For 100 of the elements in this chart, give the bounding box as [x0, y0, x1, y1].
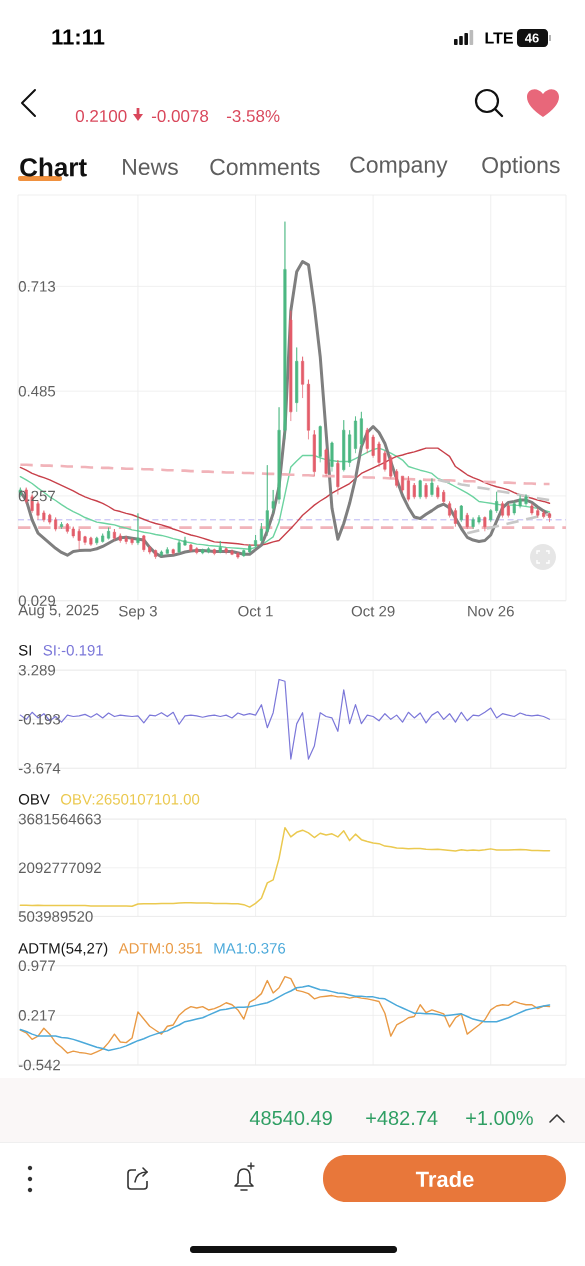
candlestick: [477, 514, 481, 525]
candlestick: [236, 552, 240, 560]
candlestick: [171, 548, 175, 556]
candlestick: [295, 347, 299, 413]
y-tick-label: 0.217: [18, 1010, 55, 1021]
y-tick-label: 2092777092: [18, 862, 101, 874]
text: +482.74: [366, 1110, 438, 1126]
candlestick: [101, 533, 105, 544]
candlestick: [83, 535, 87, 546]
candlestick: [489, 508, 493, 523]
candlestick: [483, 516, 487, 532]
candlestick: [124, 535, 128, 545]
candlestick: [424, 482, 428, 500]
y-tick-label: 0.713: [18, 281, 56, 292]
candlestick: [154, 549, 158, 560]
y-tick-label: 3.289: [18, 664, 56, 676]
text: Options: [482, 156, 560, 178]
candlestick: [383, 450, 387, 472]
candlestick: [330, 441, 334, 472]
candlestick: [65, 522, 69, 534]
candlestick: [324, 448, 328, 477]
candlestick: [365, 427, 369, 454]
text: OBV:2650107101.00: [60, 794, 200, 805]
candlestick: [95, 536, 99, 546]
candlestick: [212, 548, 216, 556]
candlestick: [206, 547, 211, 554]
candlestick: [177, 540, 181, 554]
candlestick: [89, 536, 93, 547]
candlestick: [465, 512, 469, 530]
candlestick: [406, 475, 410, 502]
text: +1.00%: [466, 1110, 533, 1126]
candlestick: [353, 416, 358, 454]
candlestick: [201, 548, 205, 555]
y-tick-label: 0.485: [18, 385, 56, 397]
x-tick-label: Oct 29: [351, 605, 395, 617]
text: 48540.49: [249, 1110, 332, 1126]
text: Comments: [210, 158, 320, 176]
candlestick: [265, 464, 269, 537]
candlestick: [512, 501, 516, 516]
candlestick: [436, 485, 440, 500]
candlestick: [224, 547, 228, 555]
candlestick: [230, 549, 234, 556]
candlestick: [130, 537, 134, 546]
text: ADTM:0.351: [118, 943, 203, 954]
candlestick: [530, 503, 534, 516]
candlestick: [500, 501, 505, 518]
candlestick: [412, 482, 416, 500]
candlestick: [289, 310, 293, 422]
candlestick: [277, 406, 281, 505]
candlestick: [418, 479, 422, 500]
candlestick: [118, 533, 122, 544]
candlestick: [107, 527, 111, 540]
candlestick: [248, 543, 252, 554]
y-tick-label: 503989520: [18, 911, 93, 922]
candlestick: [54, 517, 58, 532]
candlestick: [348, 429, 352, 468]
line-series: [19, 678, 551, 760]
x-tick-label: Oct 1: [238, 605, 273, 617]
text: -3.58%: [226, 109, 280, 123]
candlestick: [112, 528, 116, 541]
candlestick: [506, 503, 510, 518]
candlestick: [430, 478, 434, 498]
candlestick: [548, 512, 552, 523]
text: -0.0078: [151, 109, 209, 123]
candlestick: [71, 526, 75, 539]
candlestick: [271, 489, 275, 514]
candlestick: [48, 513, 52, 525]
candlestick: [471, 517, 475, 530]
candlestick: [318, 425, 322, 463]
chart-title: ADTM(54,27): [18, 942, 108, 957]
candlestick: [453, 507, 457, 528]
text: Trade: [415, 1170, 474, 1188]
candlestick: [36, 501, 40, 521]
candlestick: [165, 547, 169, 555]
candlestick: [336, 459, 340, 495]
candlestick: [448, 501, 452, 518]
candlestick: [524, 494, 528, 507]
candlestick: [342, 419, 346, 472]
y-tick-label: -0.193: [18, 713, 61, 725]
candlestick: [301, 356, 305, 399]
candlestick: [183, 536, 187, 547]
text: Company: [350, 156, 448, 178]
text: LTE: [485, 32, 513, 44]
candlestick: [142, 534, 146, 553]
candlestick: [189, 543, 193, 553]
text: News: [123, 158, 178, 176]
candlestick: [377, 441, 381, 468]
candlestick: [536, 507, 540, 518]
candlestick: [259, 522, 263, 544]
candlestick: [442, 489, 446, 505]
x-tick-label: Nov 26: [468, 605, 514, 617]
y-tick-label: -3.674: [18, 762, 61, 774]
text: 46: [524, 33, 539, 43]
candlestick: [401, 475, 405, 493]
candlestick: [306, 379, 310, 440]
y-tick-label: 3681564663: [18, 813, 101, 825]
candlestick: [136, 513, 140, 546]
candlestick: [395, 468, 399, 489]
chart-subtitle: 0.2100: [75, 109, 127, 123]
candlestick: [312, 429, 316, 477]
